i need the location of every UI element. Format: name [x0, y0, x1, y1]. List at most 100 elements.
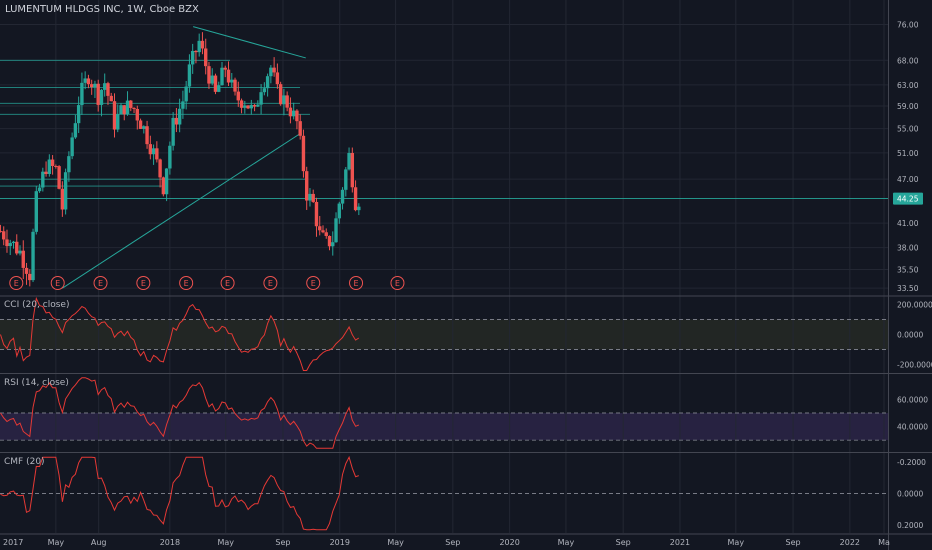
candle-body — [223, 67, 227, 70]
earnings-marker-label[interactable]: E — [225, 279, 230, 288]
candle-body — [295, 110, 299, 122]
indicator-axis-label[interactable]: 200.0000 — [897, 301, 932, 310]
earnings-marker-circle[interactable] — [220, 276, 235, 290]
earnings-marker-circle[interactable] — [93, 276, 108, 290]
indicator-axis-label[interactable]: 0.0000 — [897, 331, 923, 340]
candle-body — [357, 206, 361, 211]
candle-body — [243, 105, 247, 108]
candle-body — [184, 86, 188, 102]
earnings-marker-circle[interactable] — [9, 276, 24, 290]
candle-body — [93, 83, 97, 88]
earnings-marker-circle[interactable] — [263, 276, 278, 290]
candle-body — [194, 50, 198, 53]
candle-body — [278, 84, 283, 105]
candle-body — [311, 193, 315, 202]
cci-line — [0, 296, 360, 371]
price-tick-label[interactable]: 41.00 — [897, 219, 919, 228]
candle-body — [151, 148, 156, 155]
symbol-title[interactable]: LUMENTUM HLDGS INC, 1W, Cboe BZX — [5, 4, 199, 15]
earnings-marker-circle[interactable] — [349, 276, 364, 290]
time-tick-label: 2019 — [330, 538, 350, 547]
cci-pane-label[interactable]: CCI (20, close) — [4, 300, 70, 310]
earnings-marker-label[interactable]: E — [395, 279, 400, 288]
indicator-axis-label[interactable]: 0.0000 — [897, 490, 923, 499]
trendline-upper — [193, 26, 306, 59]
price-tick-label[interactable]: 68.00 — [897, 56, 919, 65]
price-tick-label[interactable]: 51.00 — [897, 149, 919, 158]
candle-body — [308, 193, 312, 201]
candle-body — [37, 187, 42, 192]
earnings-marker-label[interactable]: E — [268, 279, 273, 288]
earnings-marker-circle[interactable] — [306, 276, 321, 290]
indicator-axis-label[interactable]: 0.2000 — [897, 521, 923, 530]
indicator-lines — [0, 296, 360, 531]
candle-body — [164, 168, 169, 195]
price-tick-label[interactable]: 47.00 — [897, 175, 919, 184]
cci-band — [0, 319, 888, 350]
indicator-levels — [0, 319, 888, 494]
earnings-marker-circle[interactable] — [390, 276, 405, 290]
candle-body — [70, 137, 74, 157]
candle-body — [340, 189, 345, 204]
current-price-tag[interactable] — [893, 192, 923, 205]
earnings-marker-label[interactable]: E — [55, 279, 60, 288]
candle-body — [344, 169, 348, 190]
time-tick-label: May — [48, 538, 65, 547]
time-tick-label: 2021 — [670, 538, 690, 547]
candle-body — [275, 72, 280, 85]
earnings-marker-circle[interactable] — [50, 276, 65, 290]
candle-body — [337, 203, 341, 219]
price-tick-label[interactable]: 55.00 — [897, 125, 919, 134]
earnings-marker-label[interactable]: E — [14, 279, 19, 288]
candle-body — [230, 79, 234, 83]
candle-body — [145, 126, 149, 145]
earnings-marker-circle[interactable] — [136, 276, 151, 290]
current-price-label[interactable]: 44.25 — [897, 195, 919, 204]
candle-body — [60, 188, 65, 210]
candle-body — [197, 40, 201, 53]
candle-body — [119, 105, 123, 115]
candle-body — [181, 101, 185, 109]
price-tick-label[interactable]: 38.00 — [897, 244, 919, 253]
trendlines — [62, 26, 306, 289]
candle-body — [174, 117, 179, 125]
candle-body — [24, 267, 29, 274]
earnings-marker-circle[interactable] — [179, 276, 194, 290]
candle-body — [47, 159, 52, 174]
indicator-axis-label[interactable]: 40.0000 — [897, 423, 928, 432]
candle-body — [132, 107, 136, 109]
price-tick-label[interactable]: 33.50 — [897, 284, 919, 293]
candle-body — [353, 187, 358, 211]
candle-body — [138, 120, 143, 129]
candle-body — [350, 152, 355, 188]
candle-body — [246, 105, 250, 109]
indicator-axis-label[interactable]: 60.0000 — [897, 395, 928, 404]
price-tick-label[interactable]: 35.50 — [897, 265, 919, 274]
cmf-pane-label[interactable]: CMF (20) — [4, 457, 45, 467]
time-tick-label: Sep — [616, 538, 631, 547]
time-tick-label: 2017 — [3, 538, 23, 547]
candle-body — [158, 159, 162, 178]
time-axis[interactable]: 2017 May Aug 2018 May Sep 2019 May Sep 2020 May Sep… — [3, 538, 890, 547]
price-axis[interactable]: 76.00 68.00 63.00 59.00 55.00 51.00 47.00 41.00… — [893, 21, 932, 531]
indicator-axis-label[interactable]: -0.2000 — [897, 458, 926, 467]
earnings-marker-label[interactable]: E — [354, 279, 359, 288]
candle-body — [109, 95, 113, 102]
indicator-axis-label[interactable]: -200.0000 — [897, 361, 932, 370]
candle-body — [334, 218, 338, 243]
price-tick-label[interactable]: 59.00 — [897, 102, 919, 111]
earnings-marker-label[interactable]: E — [311, 279, 316, 288]
candle-body — [168, 145, 172, 169]
earnings-marker-label[interactable]: E — [98, 279, 103, 288]
candle-body — [318, 226, 322, 231]
rsi-pane-label[interactable]: RSI (14, close) — [4, 378, 69, 388]
time-tick-label: May — [387, 538, 404, 547]
earnings-marker-label[interactable]: E — [184, 279, 189, 288]
price-tick-label[interactable]: 76.00 — [897, 21, 919, 30]
price-tick-label[interactable]: 63.00 — [897, 81, 919, 90]
grid-lines — [0, 0, 888, 533]
earnings-marker-label[interactable]: E — [141, 279, 146, 288]
